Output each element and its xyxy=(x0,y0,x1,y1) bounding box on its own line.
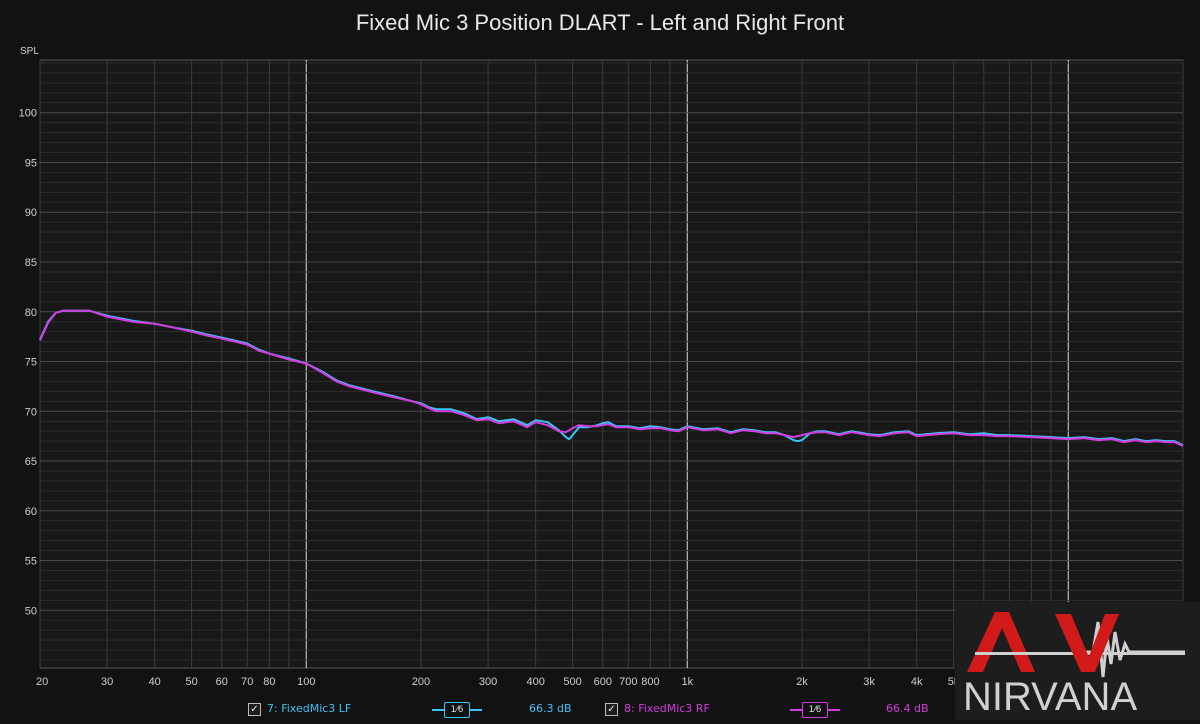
x-tick-label: 600 xyxy=(594,676,612,688)
x-tick-label: 50 xyxy=(185,676,197,688)
y-tick-label: 70 xyxy=(25,406,37,418)
smoothing-value-lf: 1⁄6 xyxy=(444,702,470,718)
x-tick-label: 70 xyxy=(241,676,253,688)
x-tick-label: 3k xyxy=(863,676,875,688)
series-lines xyxy=(39,309,1184,448)
series-checkbox-lf[interactable]: ✓ xyxy=(248,702,261,716)
plot-area[interactable] xyxy=(39,59,1184,669)
x-tick-label: 30 xyxy=(101,676,113,688)
smoothing-control-rf[interactable]: 1⁄6 xyxy=(790,702,840,718)
x-tick-label: 4k xyxy=(911,676,923,688)
y-tick-label: 65 xyxy=(25,456,37,468)
x-tick-label: 300 xyxy=(479,676,497,688)
series-line-rf xyxy=(39,309,1184,448)
x-tick-label: 2k xyxy=(796,676,808,688)
legend-label-rf: 8: FixedMic3 RF xyxy=(624,702,710,715)
x-tick-label: 400 xyxy=(527,676,545,688)
y-axis-label: SPL xyxy=(20,46,39,57)
x-tick-label: 100 xyxy=(297,676,315,688)
series-checkbox-rf[interactable]: ✓ xyxy=(605,702,618,716)
y-tick-label: 55 xyxy=(25,556,37,568)
legend-label-lf: 7: FixedMic3 LF xyxy=(267,702,352,715)
x-tick-label: 700 xyxy=(619,676,637,688)
level-readout-rf: 66.4 dB xyxy=(886,702,929,715)
legend-item-lf[interactable]: ✓ 7: FixedMic3 LF xyxy=(248,701,351,717)
x-tick-label: 60 xyxy=(216,676,228,688)
smoothing-value-rf: 1⁄6 xyxy=(802,702,828,718)
y-tick-labels: 50 55 60 65 70 75 80 85 90 95 100 xyxy=(19,108,37,618)
y-tick-label: 80 xyxy=(25,307,37,319)
level-readout-lf: 66.3 dB xyxy=(529,702,572,715)
y-tick-label: 90 xyxy=(25,207,37,219)
x-tick-label: 800 xyxy=(641,676,659,688)
x-tick-label: 20 xyxy=(36,676,48,688)
legend-item-rf[interactable]: ✓ 8: FixedMic3 RF xyxy=(605,701,710,717)
y-tick-label: 95 xyxy=(25,157,37,169)
smoothing-control-lf[interactable]: 1⁄6 xyxy=(432,702,482,718)
grid-lines xyxy=(39,60,1184,668)
y-tick-label: 85 xyxy=(25,257,37,269)
x-tick-label: 200 xyxy=(412,676,430,688)
logo-wordmark: NIRVANA xyxy=(963,675,1137,719)
y-tick-label: 50 xyxy=(25,605,37,617)
avnirvana-logo: NIRVANA xyxy=(955,602,1200,720)
x-tick-label: 1k xyxy=(681,676,693,688)
y-tick-label: 100 xyxy=(19,108,37,120)
x-tick-label: 40 xyxy=(149,676,161,688)
x-tick-label: 80 xyxy=(263,676,275,688)
y-tick-label: 60 xyxy=(25,506,37,518)
chart-title: Fixed Mic 3 Position DLART - Left and Ri… xyxy=(356,10,844,35)
y-tick-label: 75 xyxy=(25,357,37,369)
x-tick-label: 500 xyxy=(563,676,581,688)
